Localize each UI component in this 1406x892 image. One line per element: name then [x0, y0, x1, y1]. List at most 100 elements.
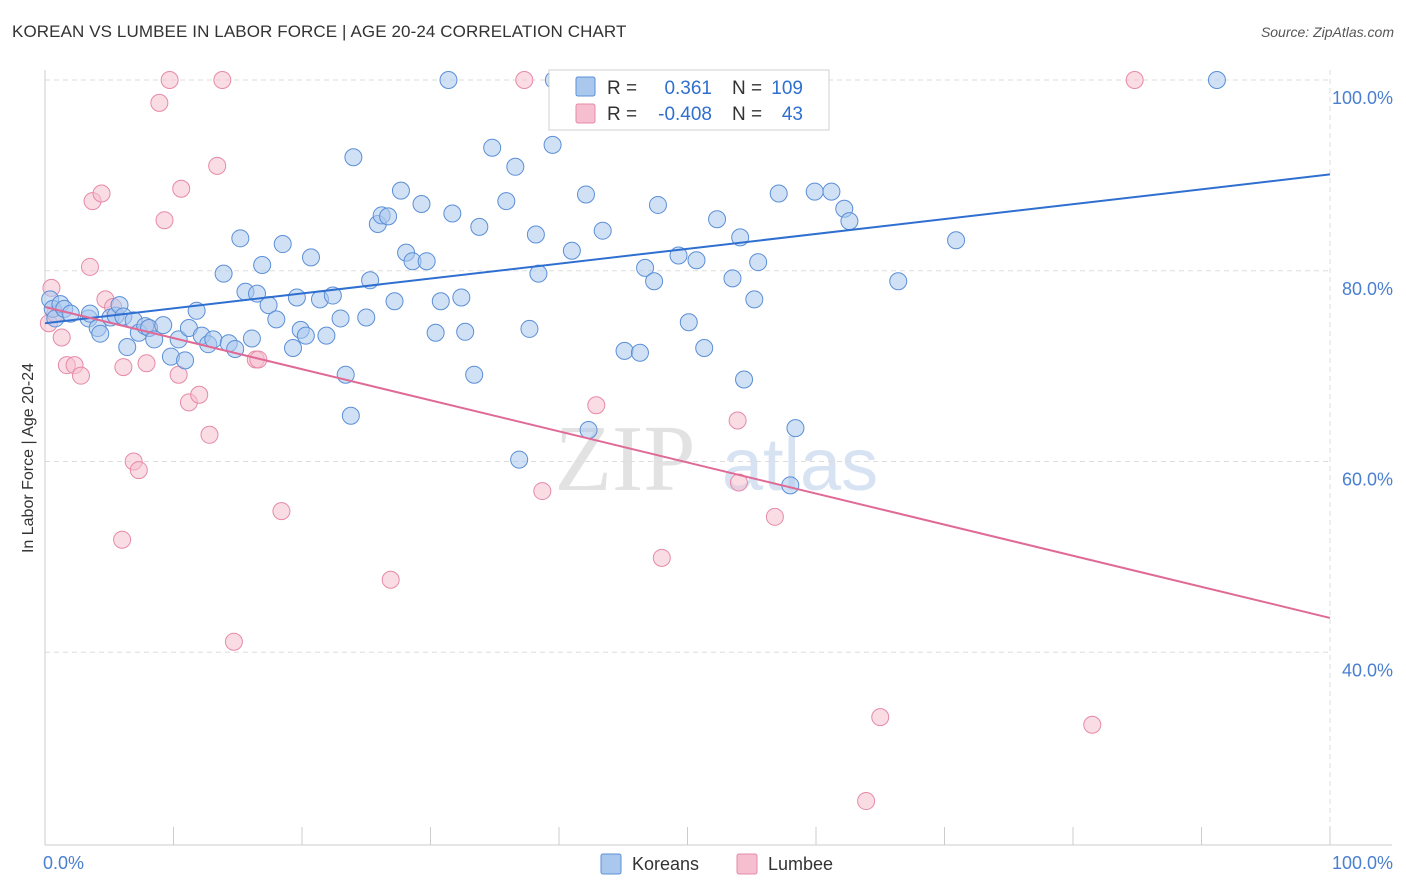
korean-point-91	[679, 313, 698, 332]
lumbee-point-43	[1083, 715, 1102, 734]
korean-point-36	[253, 256, 272, 275]
lumbee-n-value: 43	[782, 104, 803, 125]
korean-n-label: N =	[732, 78, 762, 99]
korean-point-64	[431, 292, 450, 311]
lumbee-point-28	[224, 632, 243, 651]
korean-point-76	[526, 225, 545, 244]
lumbee-legend-swatch	[575, 103, 596, 124]
korean-point-106	[840, 212, 859, 231]
korean-point-94	[708, 210, 727, 229]
lumbee-point-7	[80, 257, 99, 276]
korean-point-32	[231, 229, 250, 248]
korean-point-74	[510, 450, 529, 469]
korean-r-value: 0.361	[664, 78, 712, 99]
korean-point-69	[465, 365, 484, 384]
axes	[44, 70, 1392, 846]
lumbee-r-label: R =	[607, 104, 637, 125]
korean-point-34	[242, 329, 261, 348]
korean-point-80	[562, 241, 581, 260]
lumbee-point-20	[160, 71, 179, 89]
lumbee-point-12	[113, 530, 132, 549]
korean-points	[41, 71, 1226, 495]
y-tick-label-3: 100.0%	[1332, 88, 1393, 108]
korean-point-51	[344, 148, 363, 167]
lumbee-legend-swatch-bottom	[736, 853, 758, 875]
trend-lines	[44, 173, 1331, 619]
lumbee-point-40	[765, 507, 784, 526]
korean-point-65	[439, 71, 458, 89]
korean-point-23	[176, 351, 195, 370]
korean-point-50	[341, 406, 360, 425]
lumbee-point-44	[1125, 71, 1144, 89]
korean-point-82	[579, 421, 598, 440]
korean-point-41	[287, 288, 306, 307]
korean-point-99	[749, 253, 768, 272]
korean-point-88	[648, 195, 667, 214]
lumbee-point-34	[533, 482, 552, 501]
lumbee-point-19	[155, 211, 174, 230]
korean-point-56	[379, 207, 398, 226]
korean-point-102	[786, 419, 805, 438]
lumbee-point-24	[190, 385, 209, 404]
y-axis-label: In Labor Force | Age 20-24	[20, 363, 37, 553]
korean-point-38	[267, 310, 286, 329]
korean-point-104	[822, 182, 841, 201]
lumbee-points	[39, 71, 1144, 811]
korean-point-29	[214, 264, 233, 283]
y-tick-label-0: 40.0%	[1342, 660, 1393, 680]
korean-point-20	[154, 316, 173, 335]
lumbee-point-22	[172, 179, 191, 198]
stats-legend: R = 0.361 N = 109 R = -0.408 N = 43	[548, 69, 830, 131]
korean-point-40	[284, 339, 303, 358]
korean-trend-line	[44, 173, 1331, 325]
korean-point-103	[805, 182, 824, 201]
korean-point-84	[615, 341, 634, 360]
lumbee-point-25	[200, 425, 219, 444]
korean-point-70	[470, 217, 489, 236]
korean-point-108	[947, 231, 966, 250]
tick-labels: 40.0% 60.0% 80.0% 100.0% 0.0% 100.0%	[43, 88, 1393, 873]
korean-point-63	[426, 323, 445, 342]
korean-point-61	[412, 194, 431, 213]
lumbee-point-33	[515, 71, 534, 89]
lumbee-legend-label: Lumbee	[768, 854, 833, 874]
korean-point-71	[483, 138, 502, 157]
korean-point-46	[317, 326, 336, 345]
korean-point-100	[769, 184, 788, 203]
korean-point-67	[452, 288, 471, 307]
lumbee-point-36	[587, 396, 606, 415]
lumbee-trend-line	[44, 306, 1331, 619]
y-tick-label-2: 80.0%	[1342, 279, 1393, 299]
korean-point-78	[543, 135, 562, 154]
korean-point-95	[723, 269, 742, 288]
lumbee-point-3	[52, 328, 71, 347]
korean-point-9	[91, 324, 110, 343]
lumbee-n-label: N =	[732, 104, 762, 125]
korean-point-44	[301, 248, 320, 267]
korean-point-92	[687, 251, 706, 270]
korean-point-107	[889, 272, 908, 291]
korean-point-39	[273, 235, 292, 254]
lumbee-point-15	[129, 461, 148, 480]
koreans-legend-label: Koreans	[632, 854, 699, 874]
korean-point-57	[385, 292, 404, 311]
source-label: Source: ZipAtlas.com	[1260, 24, 1394, 40]
korean-legend-swatch	[575, 76, 596, 97]
lumbee-point-32	[381, 570, 400, 589]
watermark-atlas: atlas	[722, 423, 878, 506]
lumbee-point-18	[150, 93, 169, 112]
y-tick-label-1: 60.0%	[1342, 470, 1393, 490]
series-legend: Koreans Lumbee	[600, 853, 833, 875]
korean-point-86	[636, 258, 655, 277]
korean-point-83	[593, 221, 612, 240]
korean-point-72	[497, 192, 516, 211]
korean-point-98	[745, 290, 764, 309]
korean-point-58	[391, 181, 410, 200]
lumbee-point-37	[652, 548, 671, 567]
lumbee-point-13	[114, 358, 133, 377]
korean-point-87	[645, 272, 664, 291]
korean-point-66	[443, 204, 462, 223]
korean-point-73	[506, 157, 525, 176]
lumbee-r-value: -0.408	[658, 104, 712, 125]
